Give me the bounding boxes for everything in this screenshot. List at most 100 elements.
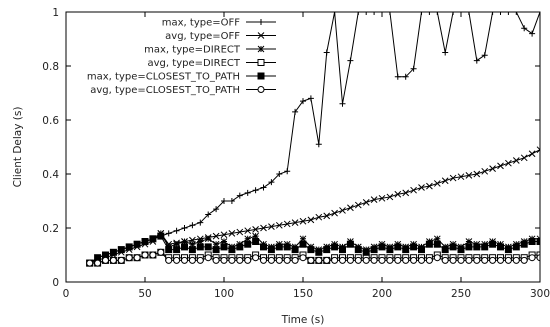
data-point [513, 12, 520, 15]
data-point [441, 177, 449, 185]
data-point [205, 211, 212, 218]
data-point [268, 223, 275, 231]
x-tick-label: 100 [214, 288, 234, 300]
data-point [497, 256, 504, 264]
data-point [188, 246, 196, 254]
data-point [181, 243, 188, 251]
data-point [449, 174, 457, 182]
data-point [465, 238, 473, 245]
data-point [300, 98, 306, 105]
data-point [521, 25, 528, 32]
data-point [363, 12, 370, 15]
data-point [425, 240, 433, 248]
data-point [196, 256, 204, 264]
data-point [386, 256, 394, 264]
data-point [157, 232, 165, 240]
data-point [244, 256, 252, 264]
data-point [457, 173, 465, 181]
data-point [315, 256, 323, 264]
data-point [252, 225, 259, 233]
data-point [473, 170, 481, 178]
data-point [331, 12, 338, 15]
data-point [378, 194, 386, 202]
data-point [418, 246, 425, 254]
x-tick-label: 250 [451, 288, 471, 300]
data-point [252, 232, 259, 240]
data-point [394, 190, 402, 198]
legend-item: max, type=OFF [162, 18, 276, 29]
data-point [528, 238, 536, 245]
data-point [339, 256, 346, 264]
data-point [347, 204, 354, 212]
data-point [323, 49, 330, 56]
data-point [275, 221, 283, 229]
data-point [371, 12, 378, 15]
data-point [109, 256, 117, 264]
data-point [505, 159, 512, 167]
data-point [402, 189, 410, 197]
data-point [449, 243, 457, 251]
data-point [331, 209, 338, 217]
data-point [228, 198, 235, 204]
data-point [188, 256, 196, 264]
data-point [378, 256, 386, 264]
data-point [307, 246, 315, 254]
data-point [244, 227, 252, 235]
data-point [284, 168, 291, 175]
data-point [465, 243, 473, 251]
legend-label: avg, type=OFF [165, 31, 240, 42]
data-point [418, 12, 425, 15]
series-line [89, 251, 540, 264]
data-point [473, 256, 481, 264]
data-point [133, 254, 141, 262]
data-point [339, 246, 346, 254]
data-point [433, 180, 441, 187]
y-tick-label: 0.4 [42, 169, 59, 181]
legend-label: max, type=CLOSEST_TO_PATH [87, 72, 240, 83]
data-point [236, 256, 244, 264]
data-point [410, 256, 418, 264]
data-point [236, 243, 244, 251]
data-point [181, 225, 188, 231]
data-point [283, 220, 291, 228]
x-axis-label: Time (s) [281, 314, 325, 326]
data-point [346, 256, 354, 264]
data-point [394, 243, 402, 251]
series-line [89, 12, 540, 264]
data-point [221, 198, 227, 204]
data-point [291, 256, 299, 264]
data-point [323, 212, 331, 220]
data-point [267, 246, 275, 254]
data-point [481, 167, 489, 175]
x-tick-label: 200 [372, 288, 392, 300]
series-6 [86, 248, 540, 267]
data-point [354, 201, 362, 209]
data-point [433, 235, 441, 243]
legend-label: avg, type=DIRECT [148, 58, 241, 69]
legend-marker [257, 72, 265, 80]
data-point [260, 256, 267, 264]
data-point [299, 235, 307, 243]
series-line [89, 235, 540, 264]
data-point [489, 165, 496, 172]
data-point [323, 256, 331, 264]
data-point [197, 219, 204, 226]
data-point [173, 227, 180, 234]
data-point [441, 256, 449, 264]
data-point [165, 246, 173, 254]
data-point [504, 256, 512, 264]
data-point [386, 246, 394, 254]
data-point [426, 182, 433, 190]
data-point [299, 254, 307, 262]
data-point [497, 162, 504, 170]
data-point [512, 157, 520, 164]
data-point [291, 246, 299, 254]
data-point [165, 256, 173, 264]
data-point [117, 246, 125, 254]
data-point [315, 248, 323, 256]
data-point [339, 100, 346, 107]
data-point [433, 240, 441, 248]
legend-item: max, type=CLOSEST_TO_PATH [87, 72, 276, 83]
data-point [489, 12, 496, 15]
